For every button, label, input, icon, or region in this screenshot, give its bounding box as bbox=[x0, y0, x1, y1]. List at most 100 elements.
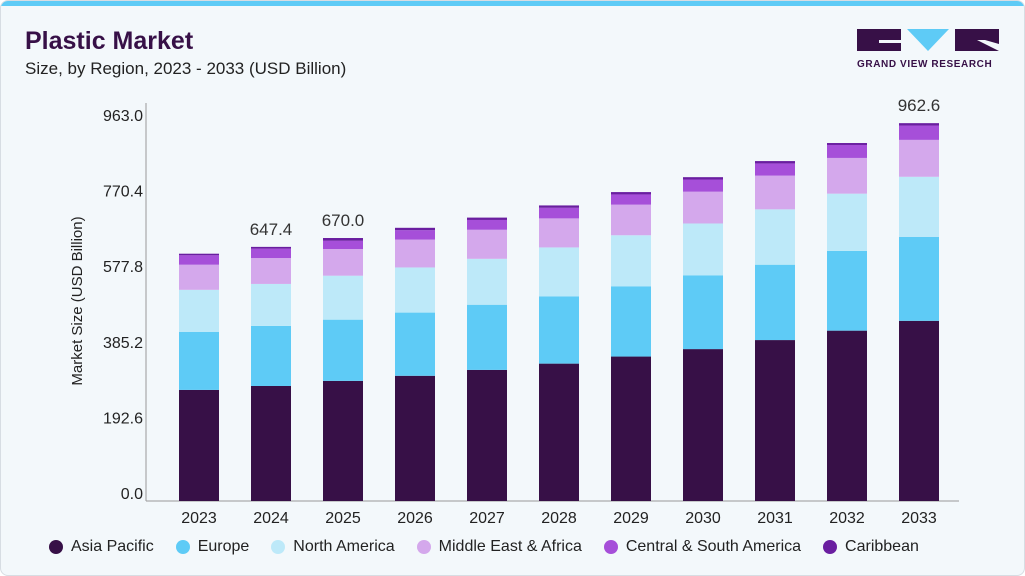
bar-segment-europe-2025 bbox=[323, 319, 363, 381]
legend-swatch bbox=[823, 540, 838, 554]
bar-segment-europe-2031 bbox=[755, 264, 795, 341]
bar-segment-asia-pacific-2028 bbox=[539, 363, 579, 501]
legend-swatch bbox=[603, 540, 618, 554]
data-label: 670.0 bbox=[322, 211, 365, 230]
bar-segment-caribbean-2031 bbox=[755, 161, 795, 164]
chart-subtitle: Size, by Region, 2023 - 2033 (USD Billio… bbox=[25, 59, 347, 78]
bar-segment-central-south-america-2025 bbox=[323, 240, 363, 249]
bar-segment-asia-pacific-2033 bbox=[899, 320, 939, 501]
bar-segment-middle-east-africa-2031 bbox=[755, 175, 795, 210]
legend: Asia Pacific Europe North America Middle Ea… bbox=[49, 538, 919, 556]
legend-item: Central & South America bbox=[603, 538, 802, 556]
bar-segment-north-america-2031 bbox=[755, 209, 795, 265]
bar-segment-europe-2027 bbox=[467, 304, 507, 370]
bar-segment-north-america-2024 bbox=[251, 283, 291, 326]
bar-segment-north-america-2032 bbox=[827, 193, 867, 251]
legend-label: Caribbean bbox=[845, 538, 919, 555]
legend-label: Asia Pacific bbox=[71, 538, 154, 555]
bar-segment-europe-2030 bbox=[683, 275, 723, 350]
bar-segment-caribbean-2033 bbox=[899, 123, 939, 126]
bar-segment-asia-pacific-2030 bbox=[683, 349, 723, 501]
bar-segment-asia-pacific-2029 bbox=[611, 356, 651, 501]
bar-segment-europe-2032 bbox=[827, 250, 867, 331]
bar-segment-central-south-america-2030 bbox=[683, 179, 723, 192]
y-tick-label: 770.4 bbox=[103, 184, 143, 201]
x-tick-label: 2030 bbox=[685, 510, 721, 527]
bar-segment-caribbean-2023 bbox=[179, 253, 219, 256]
y-axis-title: Market Size (USD Billion) bbox=[69, 216, 86, 385]
x-tick-label: 2027 bbox=[469, 510, 505, 527]
x-tick-label: 2032 bbox=[829, 510, 865, 527]
bar-segment-middle-east-africa-2028 bbox=[539, 218, 579, 248]
legend-swatch bbox=[416, 540, 431, 554]
legend-swatch bbox=[271, 540, 286, 554]
data-label: 962.6 bbox=[898, 96, 941, 115]
x-tick-label: 2024 bbox=[253, 510, 289, 527]
y-tick-label: 385.2 bbox=[103, 335, 143, 352]
bar-segment-middle-east-africa-2024 bbox=[251, 258, 291, 284]
bar-segment-central-south-america-2028 bbox=[539, 207, 579, 219]
bar-segment-central-south-america-2023 bbox=[179, 255, 219, 265]
stacked-bar-chart: 0.0 192.6 385.2 577.8 770.4 963.0 Market Size … bbox=[69, 96, 959, 527]
bar-segment-asia-pacific-2027 bbox=[467, 369, 507, 501]
bar-segment-central-south-america-2029 bbox=[611, 194, 651, 205]
legend-item: North America bbox=[271, 538, 395, 556]
bar-segment-central-south-america-2026 bbox=[395, 230, 435, 240]
chart-title: Plastic Market bbox=[25, 27, 194, 55]
bar-segment-middle-east-africa-2023 bbox=[179, 264, 219, 290]
bar-segment-europe-2024 bbox=[251, 325, 291, 386]
bar-segment-north-america-2030 bbox=[683, 223, 723, 276]
bar-segment-north-america-2023 bbox=[179, 289, 219, 332]
bar-segment-north-america-2033 bbox=[899, 176, 939, 237]
legend-swatch bbox=[49, 540, 63, 554]
bar-segment-middle-east-africa-2025 bbox=[323, 249, 363, 276]
bar-segment-middle-east-africa-2026 bbox=[395, 239, 435, 268]
y-tick-label: 963.0 bbox=[103, 108, 143, 125]
bar-segment-asia-pacific-2026 bbox=[395, 375, 435, 501]
bar-segment-europe-2026 bbox=[395, 312, 435, 376]
bar-segment-central-south-america-2024 bbox=[251, 248, 291, 259]
bar-segment-central-south-america-2027 bbox=[467, 219, 507, 230]
bar-segment-north-america-2028 bbox=[539, 247, 579, 297]
bar-segment-asia-pacific-2031 bbox=[755, 340, 795, 501]
bar-segment-north-america-2025 bbox=[323, 275, 363, 320]
x-tick-label: 2028 bbox=[541, 510, 577, 527]
bar-segment-middle-east-africa-2032 bbox=[827, 157, 867, 194]
grand-view-research-logo bbox=[857, 29, 999, 51]
bar-segment-central-south-america-2031 bbox=[755, 163, 795, 176]
bar-segment-caribbean-2030 bbox=[683, 177, 723, 180]
bar-segment-middle-east-africa-2029 bbox=[611, 204, 651, 236]
bar-segment-north-america-2029 bbox=[611, 235, 651, 287]
bar-segment-middle-east-africa-2030 bbox=[683, 191, 723, 224]
bar-segment-asia-pacific-2024 bbox=[251, 385, 291, 501]
x-tick-label: 2029 bbox=[613, 510, 649, 527]
data-label: 647.4 bbox=[250, 220, 293, 239]
bar-segment-caribbean-2028 bbox=[539, 205, 579, 208]
bar-segment-caribbean-2026 bbox=[395, 227, 435, 231]
legend-label: Europe bbox=[197, 538, 250, 555]
legend-label: Central & South America bbox=[625, 538, 802, 555]
legend-item: Asia Pacific bbox=[49, 538, 154, 556]
y-tick-label: 577.8 bbox=[103, 259, 143, 276]
bar-segment-north-america-2026 bbox=[395, 267, 435, 313]
legend-item: Middle East & Africa bbox=[416, 538, 582, 556]
x-tick-label: 2033 bbox=[901, 510, 937, 527]
bar-segment-north-america-2027 bbox=[467, 258, 507, 305]
legend-swatch bbox=[175, 540, 190, 554]
bar-segment-middle-east-africa-2033 bbox=[899, 139, 939, 177]
bar-segment-caribbean-2025 bbox=[323, 238, 363, 241]
bar-segment-caribbean-2027 bbox=[467, 217, 507, 220]
top-accent-bar bbox=[1, 1, 1024, 6]
legend-label: North America bbox=[293, 538, 395, 555]
bar-segment-europe-2023 bbox=[179, 331, 219, 390]
y-tick-label: 192.6 bbox=[103, 410, 143, 427]
legend-label: Middle East & Africa bbox=[438, 538, 582, 555]
y-tick-label: 0.0 bbox=[121, 486, 143, 503]
x-tick-label: 2025 bbox=[325, 510, 361, 527]
bar-segment-central-south-america-2033 bbox=[899, 125, 939, 140]
x-tick-label: 2023 bbox=[181, 510, 217, 527]
bar-segment-europe-2033 bbox=[899, 236, 939, 321]
bar-segment-asia-pacific-2025 bbox=[323, 380, 363, 501]
bar-segment-europe-2029 bbox=[611, 286, 651, 357]
